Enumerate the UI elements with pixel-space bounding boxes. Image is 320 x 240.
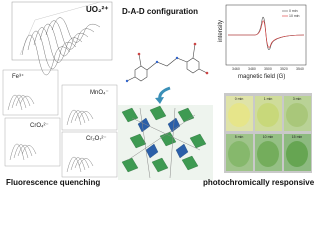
graphical-abstract: UO₂²⁺ Fe³⁺ MnO₄⁻ CrO₄²⁻ Cr₂O₇²⁻ Fluoresc…	[2, 1, 314, 187]
right-caption: photochromically responsive	[203, 178, 314, 187]
ion-panels	[2, 69, 118, 178]
y-axis-label: intensity	[218, 20, 224, 42]
legend-entry: 10 min	[289, 14, 300, 18]
photo-label: 15 min	[292, 135, 303, 139]
ion-label: MnO₄⁻	[90, 90, 109, 96]
molecule	[125, 42, 209, 83]
left-caption: Fluorescence quenching	[6, 178, 100, 187]
main-ion: UO₂²⁺	[86, 5, 108, 14]
ion-label: Fe³⁺	[12, 73, 24, 80]
x-tick-label: 3520	[280, 67, 288, 71]
x-tick-label: 3480	[248, 67, 256, 71]
photo-label: 0 min	[235, 97, 244, 101]
figure: UO₂²⁺ Fe³⁺ MnO₄⁻ CrO₄²⁻ Cr₂O₇²⁻ Fluoresc…	[2, 1, 314, 187]
ion-label: CrO₄²⁻	[30, 123, 49, 129]
framework	[118, 105, 213, 180]
photo-grid	[224, 93, 312, 173]
x-tick-label: 3460	[232, 67, 240, 71]
uo2-panel: UO₂²⁺	[11, 1, 113, 76]
photo-label: 1 min	[264, 97, 273, 101]
arrow-head	[155, 97, 164, 104]
legend-entry: 0 min	[289, 9, 298, 13]
ion-label: Cr₂O₇²⁻	[86, 136, 107, 142]
epr-plot	[225, 4, 307, 66]
center-title: D-A-D configuration	[122, 7, 198, 16]
photo-label: 5 min	[235, 135, 244, 139]
photo-label: 10 min	[263, 135, 274, 139]
x-tick-label: 3500	[264, 67, 272, 71]
x-axis-label: magnetic field (G)	[238, 74, 285, 80]
photo-label: 3 min	[293, 97, 302, 101]
x-tick-label: 3540	[296, 67, 304, 71]
